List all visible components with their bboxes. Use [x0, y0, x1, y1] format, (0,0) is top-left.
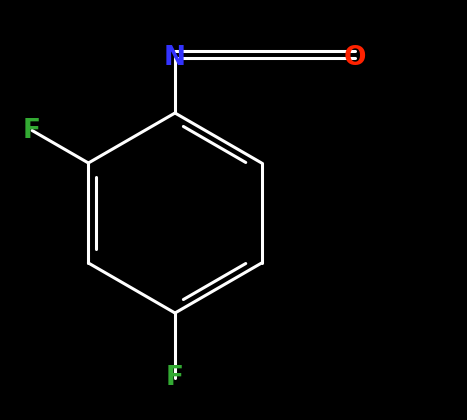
Text: N: N: [164, 45, 186, 71]
Text: O: O: [344, 45, 366, 71]
Text: F: F: [166, 365, 184, 391]
Text: F: F: [23, 118, 41, 144]
